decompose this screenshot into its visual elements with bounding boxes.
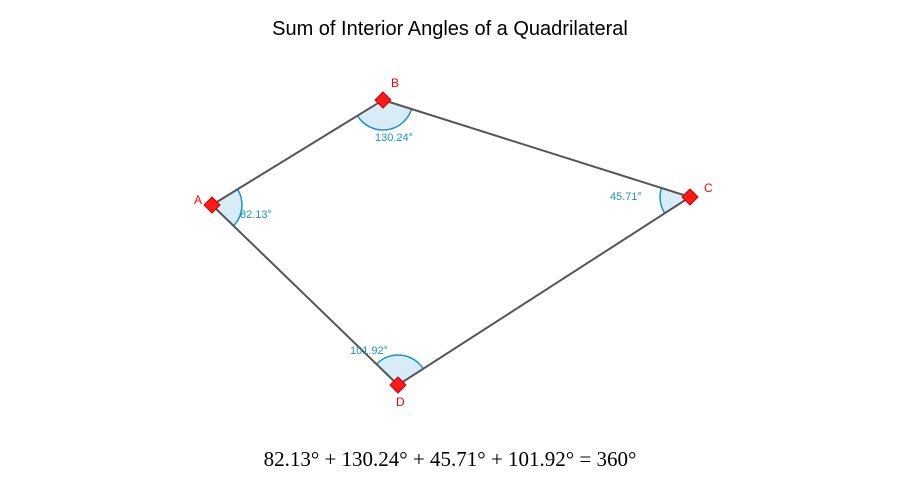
equation-text: 82.13° + 130.24° + 45.71° + 101.92° = 36… bbox=[0, 447, 900, 472]
angle-label-c: 45.71° bbox=[610, 191, 642, 203]
vertex-marker-c[interactable] bbox=[682, 189, 698, 205]
angle-label-b: 130.24° bbox=[375, 132, 413, 144]
vertex-label-b: B bbox=[391, 76, 399, 90]
vertex-label-c: C bbox=[704, 181, 713, 195]
diagram-canvas bbox=[0, 0, 900, 500]
vertex-label-d: D bbox=[396, 395, 405, 409]
angle-label-a: 82.13° bbox=[240, 209, 272, 221]
vertex-label-a: A bbox=[194, 193, 202, 207]
quadrilateral-edges bbox=[212, 100, 690, 385]
angle-label-d: 101.92° bbox=[350, 345, 388, 357]
